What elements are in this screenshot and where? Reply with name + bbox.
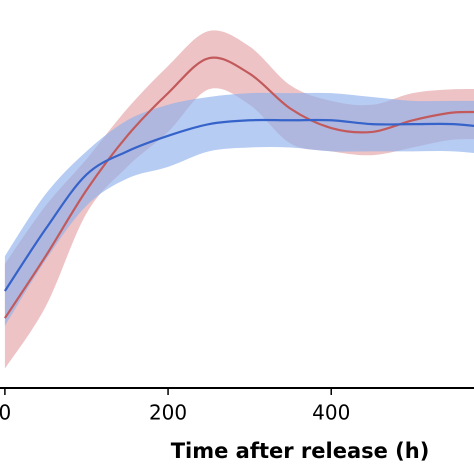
confidence-band bbox=[4, 92, 474, 326]
line bbox=[3, 118, 474, 292]
x-axis-label: Time after release (h) bbox=[171, 439, 430, 463]
x-tick-label: 0 bbox=[0, 401, 11, 425]
x-tick-label: 400 bbox=[312, 401, 350, 425]
line bbox=[3, 56, 474, 319]
plot-area bbox=[3, 30, 474, 369]
x-tick-label: 200 bbox=[149, 401, 187, 425]
